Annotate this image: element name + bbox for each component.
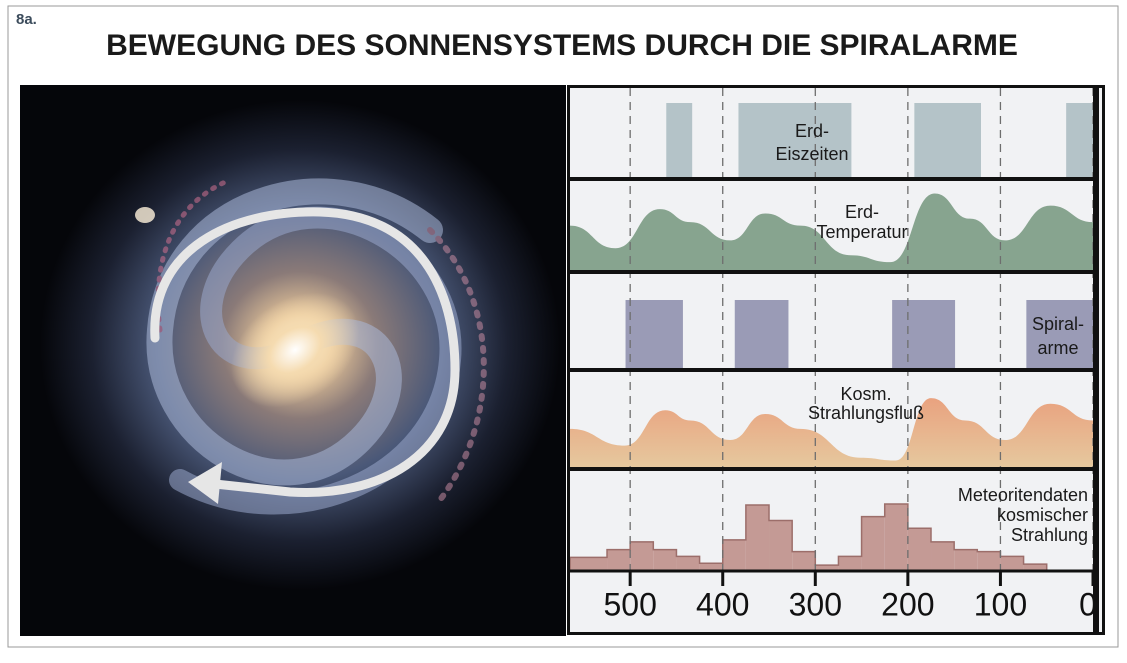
histogram-bar xyxy=(722,539,746,570)
area xyxy=(570,398,1093,467)
interval-bar xyxy=(1026,300,1093,368)
histogram-bar xyxy=(630,541,654,570)
galaxy-image xyxy=(20,85,566,636)
histogram-bar xyxy=(653,549,677,570)
panel-label: Strahlungsfluß xyxy=(808,403,924,423)
histogram-bar xyxy=(570,557,608,570)
interval-bar xyxy=(734,300,789,368)
histogram-bar xyxy=(769,520,793,570)
histogram-bar xyxy=(699,563,723,570)
interval-bar xyxy=(914,103,981,177)
chart-frame xyxy=(567,85,1105,635)
histogram-bar xyxy=(745,505,770,570)
histogram-bar xyxy=(884,504,908,570)
title: BEWEGUNG DES SONNENSYSTEMS DURCH DIE SPI… xyxy=(106,29,1018,62)
figure-label: 8a. xyxy=(16,11,37,28)
panel-label: Erd- xyxy=(795,121,829,141)
histogram-bar xyxy=(977,551,1001,570)
panel-label: Eiszeiten xyxy=(775,144,848,164)
histogram-bar xyxy=(792,551,816,570)
panel-label: Kosm. xyxy=(840,384,891,404)
histogram-bar xyxy=(954,549,978,570)
x-tick-label: 0 xyxy=(1079,586,1097,622)
histogram-bar xyxy=(931,541,955,570)
interval-bar xyxy=(625,300,683,368)
x-tick-label: 300 xyxy=(789,586,842,622)
histogram-bar xyxy=(607,549,631,570)
histogram-bar xyxy=(907,528,932,570)
x-tick-label: 200 xyxy=(881,586,934,622)
panel-label: Strahlung xyxy=(1011,525,1088,545)
panel-label: kosmischer xyxy=(997,505,1088,525)
panel-label: Meteoritendaten xyxy=(958,485,1088,505)
x-tick-label: 400 xyxy=(696,586,749,622)
panel-label: arme xyxy=(1037,338,1078,358)
interval-bar xyxy=(738,103,852,177)
interval-bar xyxy=(666,103,693,177)
panel-label: Erd- xyxy=(845,202,879,222)
histogram-outline xyxy=(569,503,1048,570)
panel-label: Spiral- xyxy=(1032,314,1084,334)
histogram-bar xyxy=(861,516,885,570)
x-tick-label: 100 xyxy=(974,586,1027,622)
histogram-bar xyxy=(815,565,839,570)
histogram-bar xyxy=(838,556,862,570)
histogram-bar xyxy=(1000,556,1024,570)
interval-bar xyxy=(1066,103,1093,177)
panel-label: Temperatur xyxy=(816,222,907,242)
interval-bar xyxy=(892,300,956,368)
histogram-bar xyxy=(1023,564,1047,570)
area xyxy=(570,193,1093,270)
chart: 500 400 300 200 100 0Erd-EiszeitenErd-Tempera… xyxy=(569,88,1097,622)
x-tick-label: 500 xyxy=(603,586,656,622)
histogram-bar xyxy=(676,556,700,570)
